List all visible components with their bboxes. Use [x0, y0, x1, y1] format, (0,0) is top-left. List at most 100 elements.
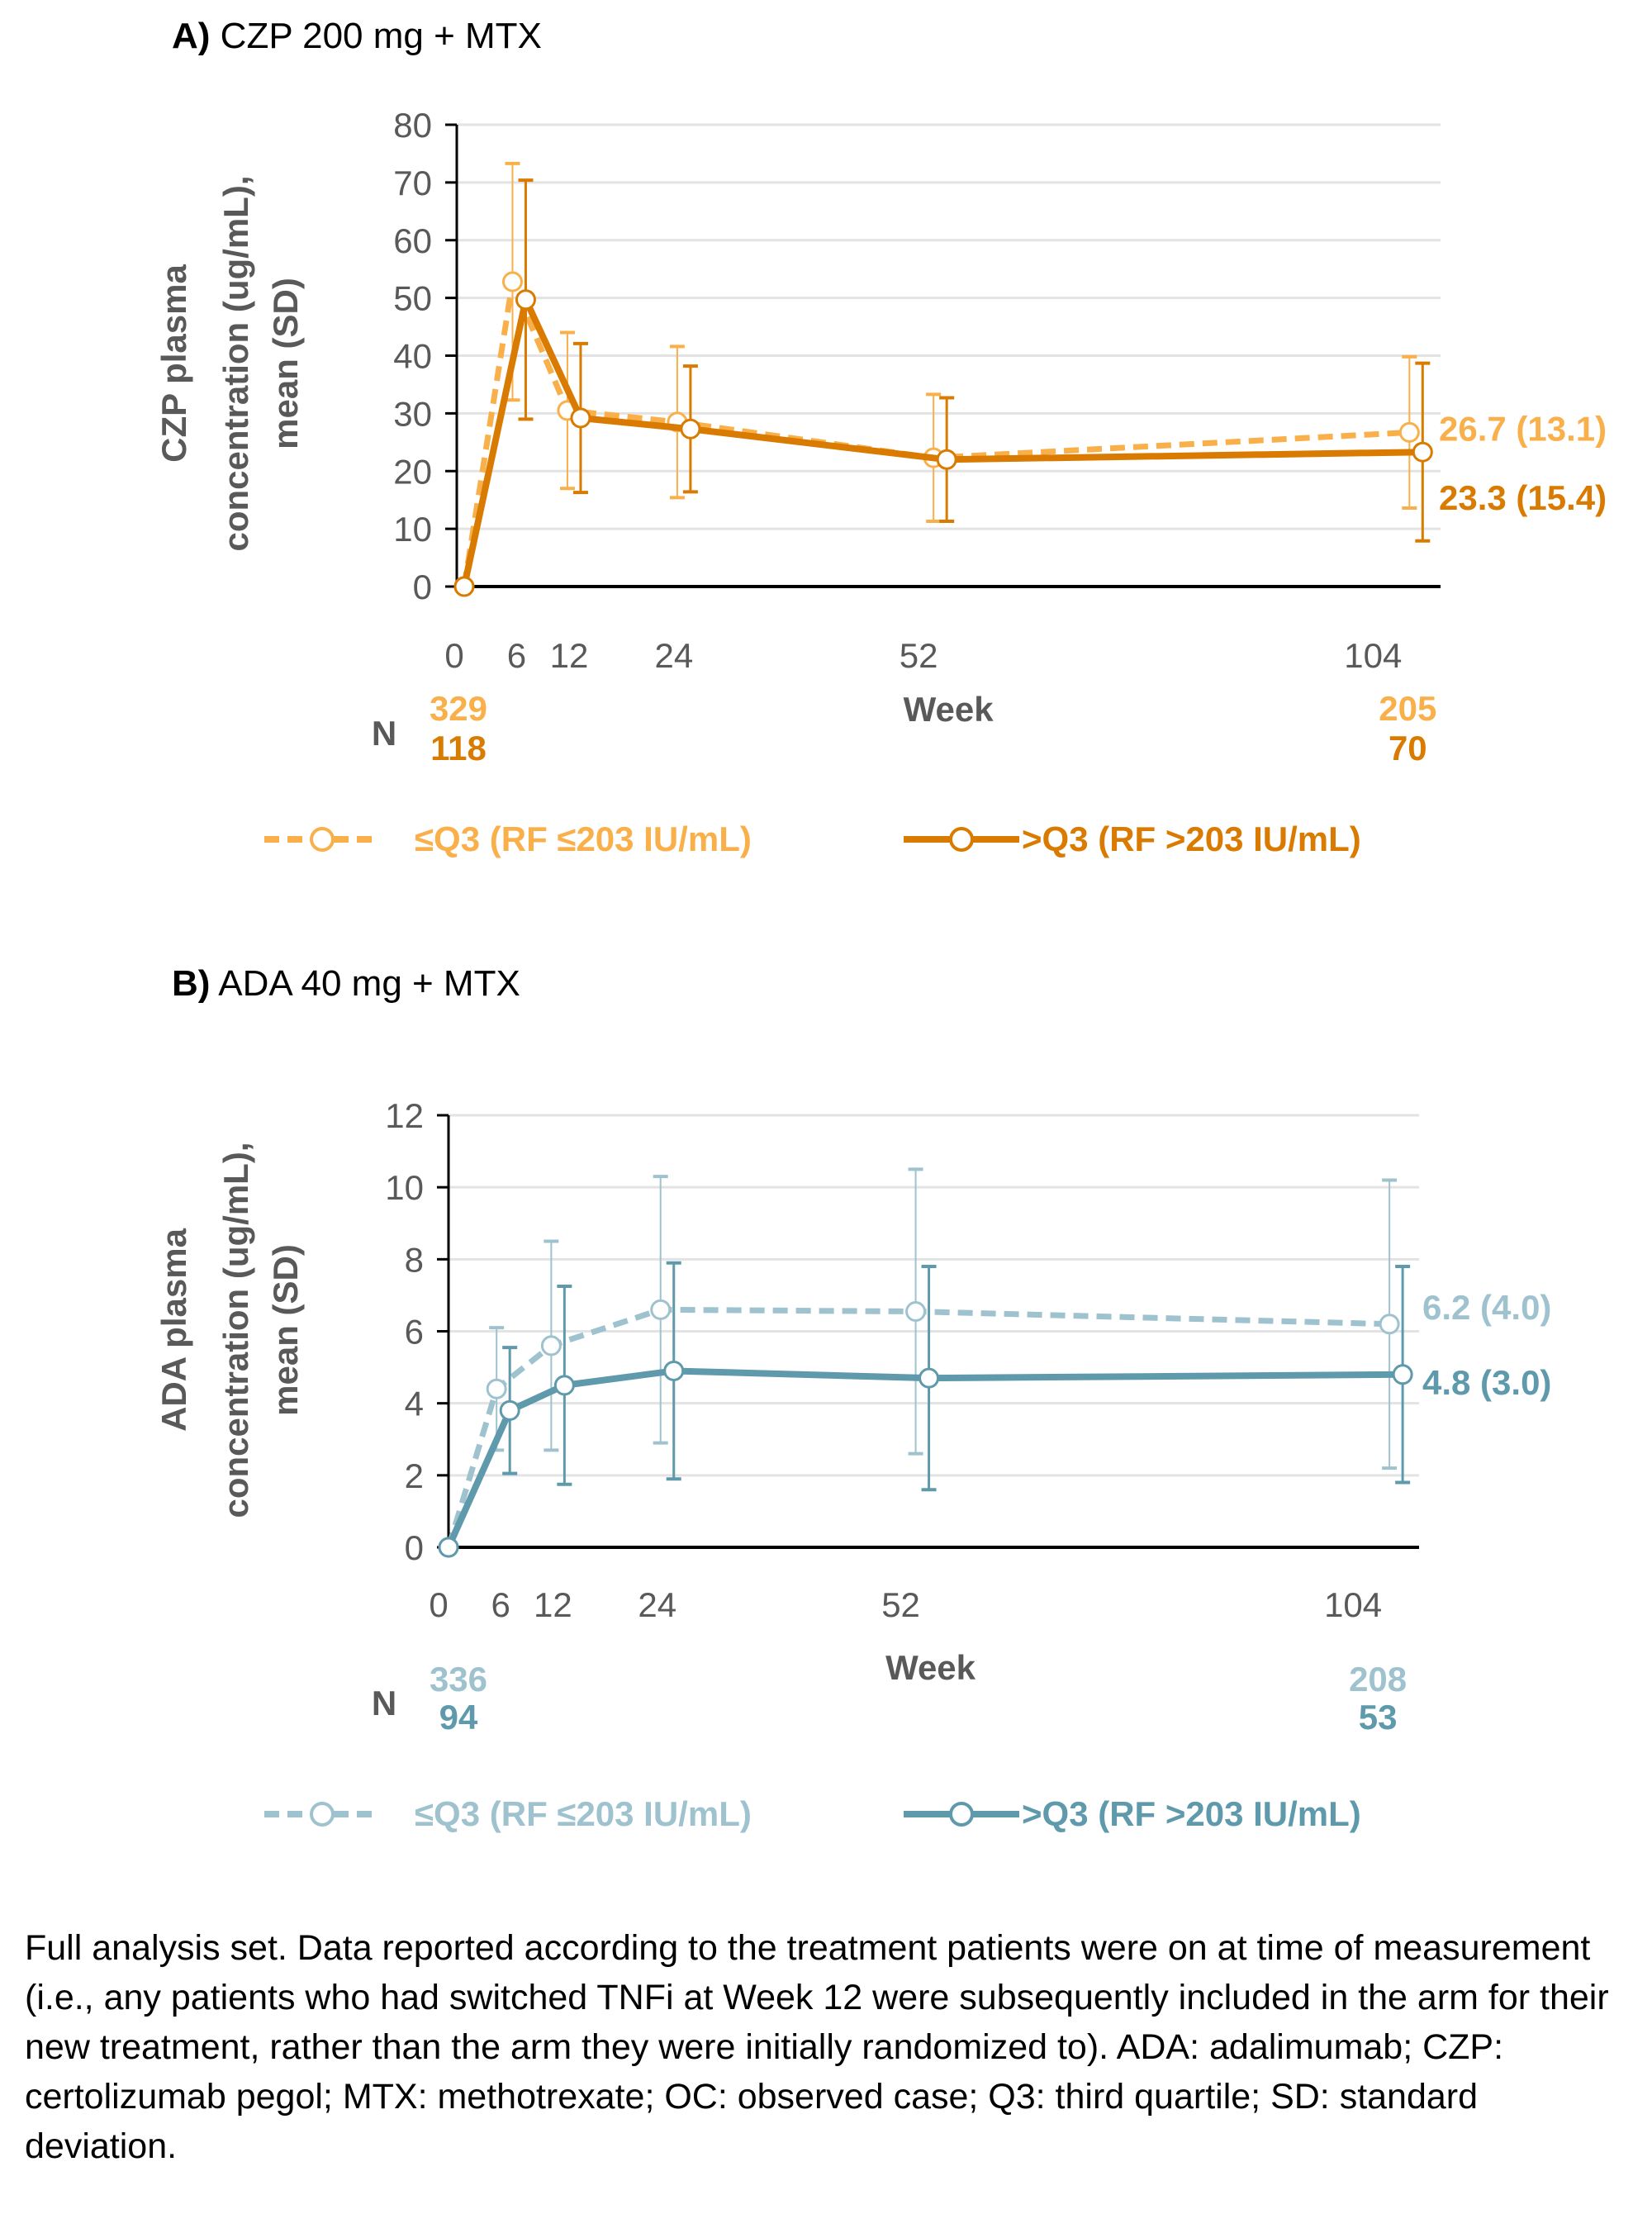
- x-tick-label: 52: [900, 636, 938, 675]
- y-tick-label: 0: [405, 1528, 424, 1567]
- end-value-label: 26.7 (13.1): [1439, 409, 1607, 448]
- data-point: [650, 1299, 672, 1320]
- data-point: [540, 1335, 562, 1356]
- y-tick-label: 12: [385, 1096, 424, 1135]
- x-tick-label: 0: [444, 636, 463, 675]
- end-value-label: 23.3 (15.4): [1439, 478, 1607, 517]
- series-gt-q3: 23.3 (15.4) 118 70: [430, 178, 1607, 767]
- series-line: [461, 278, 1410, 587]
- legend-item: ≤Q3 (RF ≤203 IU/mL): [264, 1794, 752, 1833]
- y-tick-label: 70: [393, 164, 432, 202]
- y-axis-label-line: concentration (ug/mL),: [216, 1143, 255, 1518]
- data-point: [438, 1537, 459, 1558]
- x-tick-label: 6: [491, 1585, 510, 1624]
- end-value-label: 6.2 (4.0): [1422, 1288, 1551, 1327]
- x-tick-label: 24: [638, 1585, 676, 1624]
- y-axis-label-line: mean (SD): [266, 278, 305, 449]
- y-tick-label: 20: [393, 452, 432, 491]
- legend-marker: [949, 1802, 974, 1827]
- end-value-label: 4.8 (3.0): [1422, 1363, 1551, 1402]
- y-axis-label: ADA plasma concentration (ug/mL), mean (SD…: [154, 1143, 305, 1518]
- series-le-q3: 26.7 (13.1) 329 205: [430, 161, 1607, 728]
- legend-label: >Q3 (RF >203 IU/mL): [1022, 1794, 1361, 1833]
- legend-label: ≤Q3 (RF ≤203 IU/mL): [415, 1794, 752, 1833]
- y-tick-label: 30: [393, 394, 432, 433]
- y-axis-label: CZP plasma concentration (ug/mL), mean (SD…: [154, 176, 305, 552]
- legend-item: >Q3 (RF >203 IU/mL): [904, 1794, 1361, 1833]
- series-line: [445, 1367, 1403, 1549]
- legend-marker: [949, 827, 974, 852]
- legend-label: >Q3 (RF >203 IU/mL): [1022, 820, 1361, 858]
- data-point: [515, 289, 536, 311]
- data-point: [680, 418, 701, 439]
- chart-title: B) ADA 40 mg + MTX: [172, 963, 520, 1004]
- legend-item: ≤Q3 (RF ≤203 IU/mL): [264, 820, 752, 858]
- data-point: [936, 449, 957, 470]
- y-tick-label: 80: [393, 106, 432, 145]
- chart-a: A) CZP 200 mg + MTX 0 10 20 30 40 50 60 70 80 0 6 12…: [154, 16, 1607, 858]
- y-axis-label-line: concentration (ug/mL),: [216, 176, 255, 552]
- data-point: [499, 1399, 520, 1421]
- data-point: [570, 407, 591, 429]
- y-tick-label: 10: [385, 1168, 424, 1207]
- y-tick-label: 8: [405, 1240, 424, 1279]
- x-tick-label: 12: [534, 1585, 572, 1624]
- n-count: 329: [430, 689, 487, 728]
- data-point: [905, 1301, 927, 1323]
- y-axis-label-line: mean (SD): [266, 1244, 305, 1416]
- n-count: 94: [439, 1698, 478, 1737]
- y-tick-label: 60: [393, 221, 432, 260]
- y-tick-label: 10: [393, 510, 432, 549]
- y-tick-label: 0: [413, 568, 432, 606]
- n-count: 53: [1359, 1698, 1398, 1737]
- y-tick-label: 40: [393, 337, 432, 376]
- series-line: [461, 296, 1423, 587]
- data-point: [453, 576, 475, 597]
- legend-item: >Q3 (RF >203 IU/mL): [904, 820, 1361, 858]
- x-axis-label: Week: [885, 1648, 976, 1687]
- data-point: [1379, 1314, 1400, 1335]
- data-point: [486, 1378, 507, 1399]
- legend-marker: [310, 827, 335, 852]
- title-text: CZP 200 mg + MTX: [210, 16, 541, 56]
- n-label: N: [372, 714, 396, 753]
- data-point: [1412, 441, 1433, 463]
- panel-label: A): [172, 16, 210, 56]
- n-count: 336: [430, 1660, 487, 1699]
- y-axis-label-line: ADA plasma: [154, 1228, 193, 1431]
- data-point: [663, 1360, 685, 1381]
- x-tick-label: 52: [881, 1585, 920, 1624]
- y-tick-label: 4: [405, 1385, 424, 1423]
- n-count: 70: [1389, 729, 1427, 767]
- series-gt-q3: 4.8 (3.0) 94 53: [438, 1261, 1551, 1737]
- y-tick-label: 2: [405, 1456, 424, 1495]
- x-tick-label: 12: [550, 636, 589, 675]
- x-tick-label: 0: [429, 1585, 448, 1624]
- y-tick-label: 6: [405, 1313, 424, 1352]
- legend-label: ≤Q3 (RF ≤203 IU/mL): [415, 820, 752, 858]
- y-axis-label-line: CZP plasma: [154, 264, 193, 463]
- n-label: N: [372, 1684, 396, 1722]
- x-tick-label: 104: [1324, 1585, 1382, 1624]
- data-point: [919, 1367, 940, 1389]
- title-text: ADA 40 mg + MTX: [210, 963, 520, 1004]
- n-count: 118: [430, 729, 487, 767]
- data-point: [1392, 1364, 1413, 1385]
- n-count: 205: [1379, 689, 1436, 728]
- x-tick-label: 24: [655, 636, 694, 675]
- chart-title: A) CZP 200 mg + MTX: [172, 16, 542, 56]
- footnote: Full analysis set. Data reported accordi…: [25, 1928, 1609, 2166]
- data-point: [501, 271, 523, 292]
- legend-marker: [310, 1802, 335, 1827]
- series-le-q3: 6.2 (4.0) 336 208: [430, 1167, 1551, 1699]
- x-axis-label: Week: [904, 690, 995, 729]
- y-tick-label: 50: [393, 279, 432, 318]
- x-tick-label: 6: [507, 636, 526, 675]
- panel-label: B): [172, 963, 210, 1004]
- series-line: [445, 1306, 1390, 1549]
- data-point: [1398, 421, 1420, 443]
- n-count: 208: [1349, 1660, 1407, 1699]
- x-tick-label: 104: [1344, 636, 1402, 675]
